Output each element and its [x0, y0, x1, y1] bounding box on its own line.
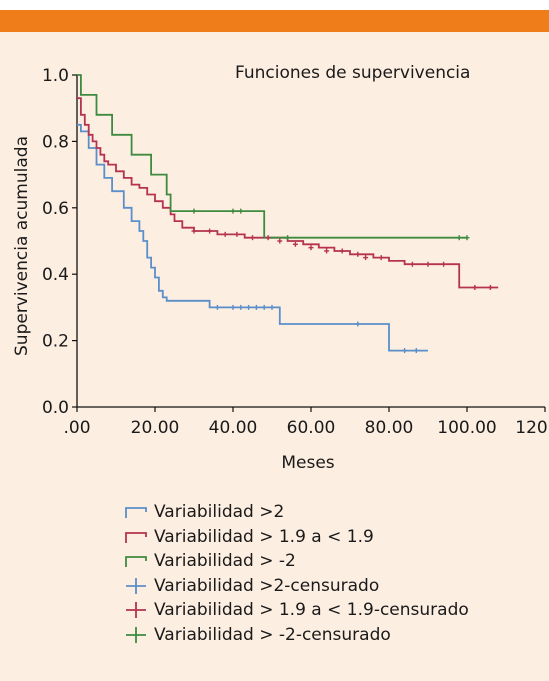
censor-mark [441, 261, 447, 267]
series-line [77, 97, 499, 289]
header-bar [0, 10, 549, 32]
censor-mark [413, 348, 419, 354]
censor-mark [355, 321, 361, 327]
censor-mark [250, 235, 255, 241]
legend-item: Variabilidad >2 [122, 500, 469, 525]
censor-mark [324, 248, 330, 254]
legend-cross-icon [126, 626, 146, 643]
censor-mark [292, 241, 298, 247]
censor-mark [339, 248, 345, 254]
x-tick-label: 120.00 [515, 418, 549, 438]
y-tick-label: 0.4 [42, 265, 69, 285]
censor-mark [191, 228, 197, 234]
censor-mark [269, 304, 275, 310]
legend-step-icon [125, 556, 147, 568]
censor-mark [355, 251, 361, 257]
censor-mark [234, 231, 240, 237]
censor-mark [409, 261, 415, 267]
x-tick-label: 80.00 [365, 418, 414, 438]
legend-item: Variabilidad > -2 [122, 549, 469, 574]
legend-step-line [125, 531, 147, 543]
censor-mark [456, 235, 462, 241]
censor-mark [402, 348, 408, 354]
y-tick-label: 1.0 [42, 66, 69, 86]
censor-mark [363, 255, 369, 261]
censor-mark [238, 304, 244, 310]
censor-mark [238, 208, 244, 214]
legend-step-icon [125, 507, 147, 519]
x-tick-label: 60.00 [287, 418, 336, 438]
legend-step-line [125, 556, 147, 568]
legend-cross-icon [126, 602, 146, 619]
legend-item: Variabilidad > 1.9 a < 1.9-censurado [122, 598, 469, 623]
censor-mark [230, 208, 236, 214]
censor-mark [425, 261, 431, 267]
censor-mark [487, 284, 493, 290]
chart-title: Funciones de supervivencia [235, 63, 470, 83]
censor-mark [207, 228, 213, 234]
censor-mark [308, 245, 314, 251]
censor-mark [464, 235, 470, 241]
chart-legend: Variabilidad >2 Variabilidad > 1.9 a < 1… [122, 500, 469, 647]
legend-item: Variabilidad > -2-censurado [122, 623, 469, 648]
y-axis-label: Supervivencia acumulada [12, 136, 32, 356]
series-line [77, 74, 467, 239]
legend-item: Variabilidad >2-censurado [122, 574, 469, 599]
survival-chart: Funciones de supervivencia 0.0 0.2 0.4 0.6 0.… [12, 63, 549, 473]
censor-mark [191, 208, 197, 214]
censor-mark [277, 238, 283, 244]
censor-mark [246, 304, 252, 310]
censor-mark [253, 304, 259, 310]
legend-label: Variabilidad >2 [154, 502, 285, 523]
y-tick-label: 0.2 [42, 332, 69, 352]
censor-mark [472, 284, 478, 290]
censor-mark [378, 255, 384, 261]
x-tick-label: 20.00 [131, 418, 180, 438]
legend-step-line [125, 507, 147, 519]
legend-cross-icon [126, 577, 146, 594]
legend-label: Variabilidad > 1.9 a < 1.9-censurado [154, 600, 469, 621]
censor-mark [265, 235, 271, 241]
x-axis-label: Meses [281, 453, 334, 473]
x-tick-label: .00 [63, 418, 90, 438]
censor-mark [230, 304, 236, 310]
censor-mark [214, 304, 220, 310]
y-tick-label: 0.8 [42, 132, 69, 152]
legend-label: Variabilidad > 1.9 a < 1.9 [154, 526, 374, 547]
legend-label: Variabilidad > -2 [154, 551, 296, 572]
censor-mark [222, 231, 228, 237]
series-line [77, 123, 428, 352]
x-tick-label: 100.00 [437, 418, 496, 438]
y-tick-label: 0.6 [42, 199, 69, 219]
censor-mark [285, 235, 291, 241]
legend-item: Variabilidad > 1.9 a < 1.9 [122, 525, 469, 550]
legend-label: Variabilidad >2-censurado [154, 575, 380, 596]
top-margin [0, 0, 549, 10]
legend-label: Variabilidad > -2-censurado [154, 624, 391, 645]
y-tick-label: 0.0 [42, 398, 69, 418]
censor-mark [261, 304, 267, 310]
x-tick-label: 40.00 [209, 418, 258, 438]
legend-step-icon [125, 531, 147, 543]
